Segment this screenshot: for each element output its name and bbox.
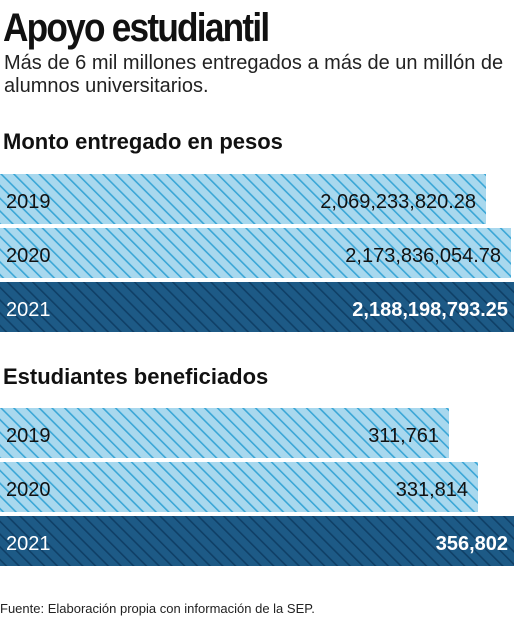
page-subtitle: Más de 6 mil millones entregados a más d… [4, 52, 504, 97]
bar-2019 [0, 408, 449, 458]
bar-2020 [0, 462, 478, 512]
value-label-2020: 331,814 [396, 479, 468, 501]
value-label-2019: 2,069,233,820.28 [320, 191, 476, 213]
bar-2021 [0, 282, 514, 332]
value-label-2021: 356,802 [436, 533, 508, 555]
category-label-2021: 2021 [6, 533, 51, 555]
chart-title-students: Estudiantes beneficiados [3, 364, 269, 389]
category-label-2019: 2019 [6, 425, 51, 447]
students-bar-chart: 2019 311,761 2020 331,814 2021 356,802 [0, 408, 514, 566]
bar-2021 [0, 516, 514, 566]
page-title: Apoyo estudiantil [3, 6, 270, 50]
category-label-2021: 2021 [6, 299, 51, 321]
amount-bar-chart: 2019 2,069,233,820.28 2020 2,173,836,054.78… [0, 174, 514, 332]
category-label-2020: 2020 [6, 479, 51, 501]
value-label-2021: 2,188,198,793.25 [352, 299, 508, 321]
value-label-2020: 2,173,836,054.78 [345, 245, 501, 267]
chart-title-amount: Monto entregado en pesos [3, 129, 283, 154]
bar-2020 [0, 228, 511, 278]
category-label-2019: 2019 [6, 191, 51, 213]
bar-2019 [0, 174, 486, 224]
source-note: Fuente: Elaboración propia con informaci… [0, 601, 315, 616]
category-label-2020: 2020 [6, 245, 51, 267]
value-label-2019: 311,761 [368, 425, 439, 447]
